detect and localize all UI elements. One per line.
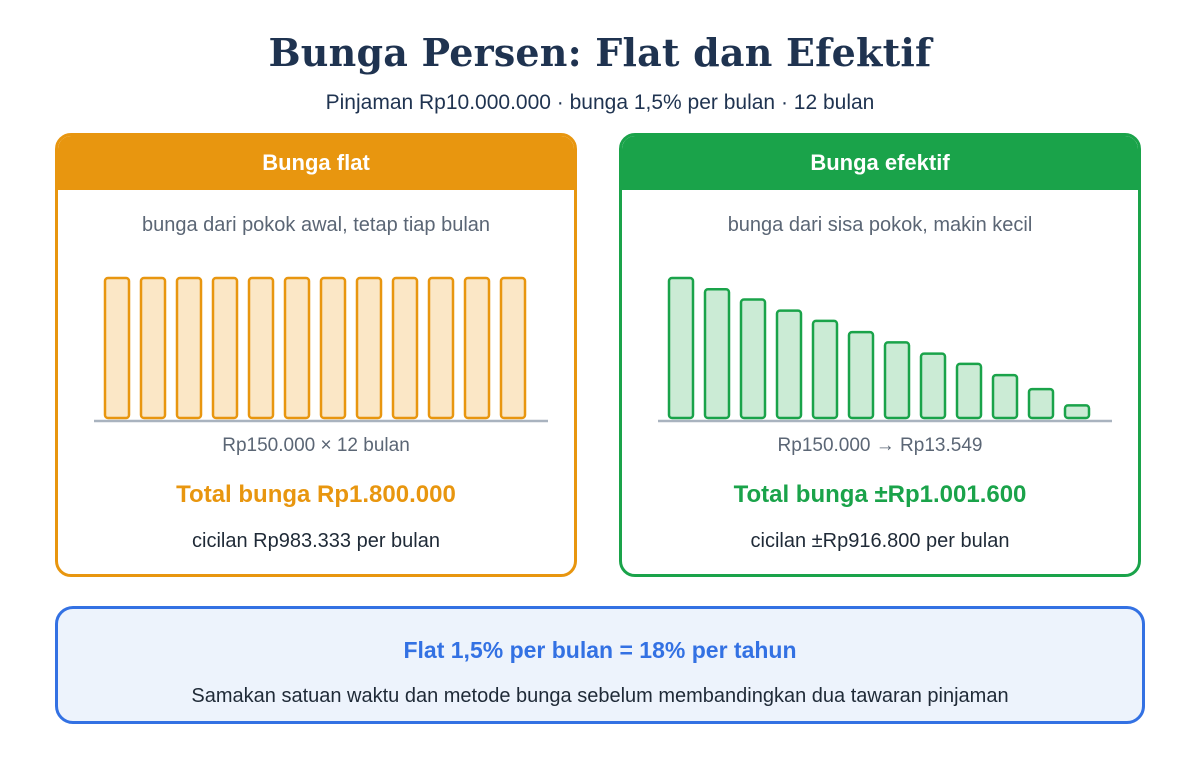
effective-bar-month-10 xyxy=(991,373,1019,420)
flat-bar-month-3 xyxy=(175,276,203,420)
flat-bar-month-12 xyxy=(499,276,527,420)
effective-bar-month-6 xyxy=(847,330,875,420)
effective-interest-card: Bunga efektif bunga dari sisa pokok, mak… xyxy=(619,133,1141,577)
flat-bar-month-7 xyxy=(319,276,347,420)
flat-bar-month-6 xyxy=(283,276,311,420)
flat-interest-card: Bunga flat bunga dari pokok awal, tetap … xyxy=(55,133,577,577)
effective-bar-month-7 xyxy=(883,341,911,420)
effective-bar-month-12 xyxy=(1063,404,1091,420)
effective-bar-month-9 xyxy=(955,362,983,420)
annual-rate-note-box: Flat 1,5% per bulan = 18% per tahun Sama… xyxy=(55,606,1145,724)
flat-bar-month-4 xyxy=(211,276,239,420)
flat-bar-month-1 xyxy=(103,276,131,420)
flat-interest-bar-chart xyxy=(94,276,548,423)
effective-range-label: Rp150.000 → Rp13.549 xyxy=(777,435,983,456)
flat-total-interest: Total bunga Rp1.800.000 xyxy=(176,481,456,508)
effective-card-header: Bunga efektif xyxy=(622,136,1138,190)
flat-bar-month-11 xyxy=(463,276,491,420)
page-title: Bunga Persen: Flat dan Efektif xyxy=(268,30,932,75)
effective-interest-bar-chart xyxy=(658,276,1112,423)
flat-bar-month-5 xyxy=(247,276,275,420)
effective-total-interest: Total bunga ±Rp1.001.600 xyxy=(733,481,1027,508)
note-text: Samakan satuan waktu dan metode bunga se… xyxy=(191,685,1009,707)
flat-bar-month-10 xyxy=(427,276,455,420)
effective-bar-month-2 xyxy=(703,287,731,420)
flat-range-label: Rp150.000 × 12 bulan xyxy=(222,435,410,456)
flat-installment: cicilan Rp983.333 per bulan xyxy=(192,530,440,552)
effective-bar-month-1 xyxy=(667,276,695,420)
effective-bar-month-5 xyxy=(811,319,839,420)
note-title: Flat 1,5% per bulan = 18% per tahun xyxy=(403,637,797,663)
flat-card-header: Bunga flat xyxy=(58,136,574,190)
effective-installment: cicilan ±Rp916.800 per bulan xyxy=(750,530,1010,552)
effective-bar-month-8 xyxy=(919,352,947,420)
effective-bar-month-11 xyxy=(1027,387,1055,420)
flat-bar-month-2 xyxy=(139,276,167,420)
effective-bar-month-3 xyxy=(739,298,767,420)
flat-card-note: bunga dari pokok awal, tetap tiap bulan xyxy=(141,214,491,236)
effective-bar-month-4 xyxy=(775,309,803,420)
effective-card-note: bunga dari sisa pokok, makin kecil xyxy=(727,214,1033,236)
flat-bar-month-9 xyxy=(391,276,419,420)
page-subtitle: Pinjaman Rp10.000.000 · bunga 1,5% per b… xyxy=(325,91,875,114)
flat-bar-month-8 xyxy=(355,276,383,420)
